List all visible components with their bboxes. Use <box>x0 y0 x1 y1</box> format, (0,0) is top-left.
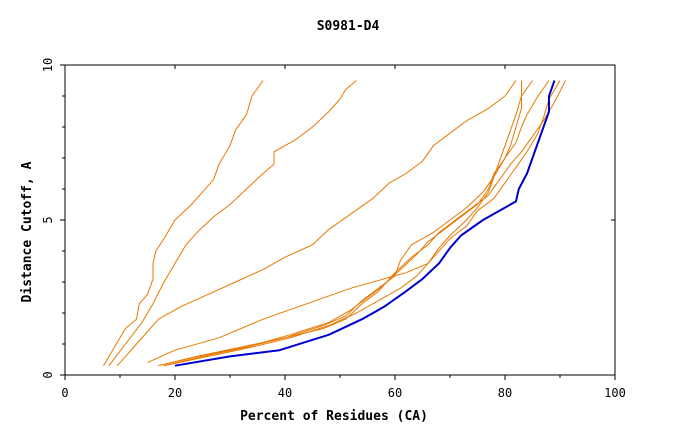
y-axis-label: Distance Cutoff, A <box>20 161 35 302</box>
x-tick-label: 40 <box>278 386 292 400</box>
series-line-4 <box>158 80 550 367</box>
x-tick-label: 60 <box>388 386 402 400</box>
x-tick-label: 0 <box>61 386 68 400</box>
series-line-3 <box>116 80 517 367</box>
series-line-5 <box>163 80 566 367</box>
series-line-7 <box>163 80 561 367</box>
series-line-highlight <box>174 80 556 367</box>
y-tick-label: 10 <box>41 58 55 72</box>
y-tick-label: 5 <box>41 216 55 223</box>
x-tick-label: 80 <box>498 386 512 400</box>
x-tick-label: 20 <box>168 386 182 400</box>
series-line-6 <box>158 80 522 367</box>
x-tick-label: 100 <box>604 386 626 400</box>
series-line-2 <box>108 80 357 367</box>
x-axis-label: Percent of Residues (CA) <box>240 409 428 424</box>
y-tick-label: 0 <box>41 371 55 378</box>
plot-area: 0 20 40 60 80 100 0 5 10 <box>41 58 626 400</box>
chart-title: S0981-D4 <box>317 19 380 34</box>
series-line-8 <box>147 80 533 364</box>
series-line-1 <box>103 80 264 366</box>
